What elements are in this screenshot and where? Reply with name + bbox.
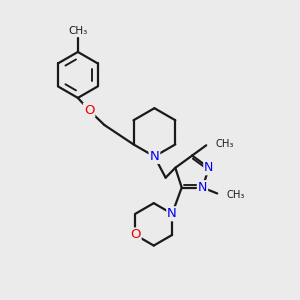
Text: O: O (84, 104, 94, 117)
Text: CH₃: CH₃ (226, 190, 244, 200)
Text: N: N (149, 150, 159, 163)
Text: CH₃: CH₃ (68, 26, 88, 36)
Text: CH₃: CH₃ (216, 139, 234, 149)
Text: O: O (130, 229, 141, 242)
Text: N: N (204, 161, 214, 174)
Text: N: N (167, 207, 177, 220)
Text: N: N (198, 181, 207, 194)
